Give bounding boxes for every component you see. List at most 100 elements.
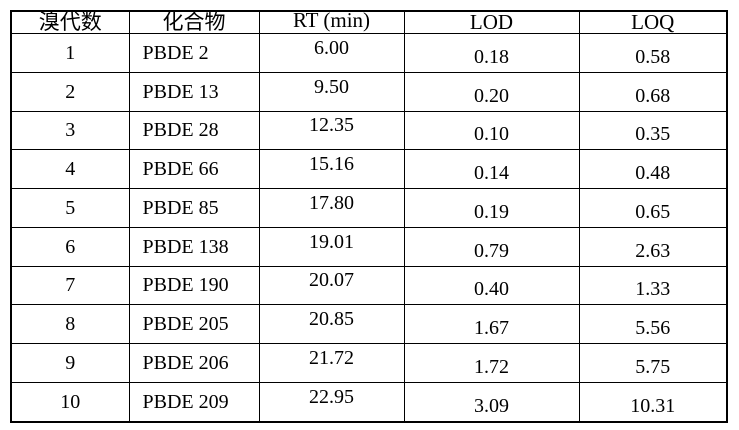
loq-cell: 0.65 bbox=[578, 188, 728, 228]
compound-cell-text: PBDE 209 bbox=[142, 390, 229, 413]
loq-cell: 0.68 bbox=[578, 71, 728, 112]
bromine-count-cell-text: 8 bbox=[65, 313, 76, 336]
rt-cell: 6.00 bbox=[258, 33, 405, 73]
lod-cell-text: 3.09 bbox=[474, 394, 509, 417]
lod-cell-text: 1.67 bbox=[474, 317, 509, 340]
lod-cell: 0.18 bbox=[403, 33, 580, 73]
column-header-lod: LOD bbox=[403, 10, 580, 34]
table-row: 4 PBDE 66 15.16 0.14 0.48 bbox=[10, 149, 728, 189]
loq-cell-text: 5.56 bbox=[635, 317, 671, 340]
bromine-count-cell: 7 bbox=[10, 265, 130, 306]
loq-cell-text: 0.48 bbox=[635, 162, 671, 185]
lod-cell-text: 0.10 bbox=[474, 123, 509, 146]
column-header-rt-min: RT (min) bbox=[258, 10, 405, 34]
loq-cell-text: 0.65 bbox=[635, 200, 671, 223]
compound-cell-text: PBDE 138 bbox=[142, 235, 229, 258]
loq-cell: 2.63 bbox=[578, 226, 728, 267]
header-label: LOQ bbox=[631, 11, 675, 34]
bromine-count-cell: 3 bbox=[10, 110, 130, 151]
compound-cell-text: PBDE 190 bbox=[142, 274, 229, 297]
bromine-count-cell: 1 bbox=[10, 33, 130, 73]
table-row: 10 PBDE 209 22.95 3.09 10.31 bbox=[10, 381, 728, 423]
header-label: LOD bbox=[469, 11, 514, 34]
rt-cell: 15.16 bbox=[258, 149, 405, 189]
bromine-count-cell: 4 bbox=[10, 149, 130, 189]
lod-cell-text: 1.72 bbox=[474, 355, 509, 378]
compound-cell-text: PBDE 28 bbox=[142, 119, 219, 142]
bromine-count-cell: 10 bbox=[10, 381, 130, 423]
rt-cell: 20.85 bbox=[258, 304, 405, 344]
compound-cell: PBDE 85 bbox=[128, 188, 260, 228]
rt-cell: 21.72 bbox=[258, 343, 405, 383]
bromine-count-cell-text: 4 bbox=[65, 158, 76, 181]
bromine-count-cell-text: 5 bbox=[65, 196, 76, 219]
lod-cell: 0.79 bbox=[403, 226, 580, 267]
compound-cell: PBDE 28 bbox=[128, 110, 260, 151]
loq-cell-text: 5.75 bbox=[635, 355, 671, 378]
compound-cell-text: PBDE 66 bbox=[142, 158, 219, 181]
rt-cell: 12.35 bbox=[258, 110, 405, 151]
table-row: 1 PBDE 2 6.00 0.18 0.58 bbox=[10, 33, 728, 73]
compound-cell-text: PBDE 2 bbox=[142, 41, 209, 64]
compound-cell: PBDE 66 bbox=[128, 149, 260, 189]
bromine-count-cell-text: 6 bbox=[65, 235, 76, 258]
lod-cell-text: 0.40 bbox=[474, 278, 509, 301]
compound-cell: PBDE 190 bbox=[128, 265, 260, 306]
bromine-count-cell: 8 bbox=[10, 304, 130, 344]
rt-cell-text: 9.50 bbox=[314, 75, 349, 98]
rt-cell-text: 15.16 bbox=[309, 153, 354, 176]
rt-cell: 22.95 bbox=[258, 381, 405, 423]
compound-cell: PBDE 2 bbox=[128, 33, 260, 73]
compound-cell-text: PBDE 205 bbox=[142, 313, 229, 336]
bromine-count-cell-text: 9 bbox=[65, 351, 76, 374]
rt-cell-text: 20.07 bbox=[309, 269, 354, 292]
loq-cell-text: 0.68 bbox=[635, 84, 671, 107]
header-label: 化合物 bbox=[162, 11, 226, 34]
lod-cell-text: 0.14 bbox=[474, 162, 509, 185]
table-row: 5 PBDE 85 17.80 0.19 0.65 bbox=[10, 188, 728, 228]
bromine-count-cell: 5 bbox=[10, 188, 130, 228]
rt-cell-text: 12.35 bbox=[309, 114, 354, 137]
loq-cell: 1.33 bbox=[578, 265, 728, 306]
lod-cell-text: 0.20 bbox=[474, 84, 509, 107]
table-row: 3 PBDE 28 12.35 0.10 0.35 bbox=[10, 110, 728, 151]
rt-cell: 17.80 bbox=[258, 188, 405, 228]
table-row: 9 PBDE 206 21.72 1.72 5.75 bbox=[10, 343, 728, 383]
rt-cell-text: 21.72 bbox=[309, 346, 354, 369]
loq-cell-text: 0.58 bbox=[635, 45, 671, 68]
compound-cell: PBDE 205 bbox=[128, 304, 260, 344]
lod-cell: 1.72 bbox=[403, 343, 580, 383]
rt-cell-text: 20.85 bbox=[309, 308, 354, 331]
lod-cell-text: 0.19 bbox=[474, 200, 509, 223]
rt-cell: 9.50 bbox=[258, 71, 405, 112]
loq-cell: 0.35 bbox=[578, 110, 728, 151]
compound-cell-text: PBDE 13 bbox=[142, 80, 219, 103]
bromine-count-cell: 9 bbox=[10, 343, 130, 383]
column-header-bromine-count: 溴代数 bbox=[10, 10, 130, 34]
table-row: 7 PBDE 190 20.07 0.40 1.33 bbox=[10, 265, 728, 306]
bromine-count-cell-text: 1 bbox=[65, 41, 76, 64]
loq-cell: 0.58 bbox=[578, 33, 728, 73]
lod-cell: 3.09 bbox=[403, 381, 580, 423]
loq-cell: 5.56 bbox=[578, 304, 728, 344]
rt-cell: 19.01 bbox=[258, 226, 405, 267]
lod-cell-text: 0.18 bbox=[474, 45, 509, 68]
lod-cell: 0.19 bbox=[403, 188, 580, 228]
loq-cell: 5.75 bbox=[578, 343, 728, 383]
lod-cell: 0.14 bbox=[403, 149, 580, 189]
bromine-count-cell: 6 bbox=[10, 226, 130, 267]
table-row: 6 PBDE 138 19.01 0.79 2.63 bbox=[10, 226, 728, 267]
rt-cell: 20.07 bbox=[258, 265, 405, 306]
loq-cell: 10.31 bbox=[578, 381, 728, 423]
column-header-loq: LOQ bbox=[578, 10, 728, 34]
loq-cell-text: 10.31 bbox=[630, 394, 676, 417]
table-row: 8 PBDE 205 20.85 1.67 5.56 bbox=[10, 304, 728, 344]
header-label: 溴代数 bbox=[38, 11, 102, 34]
rt-cell-text: 6.00 bbox=[314, 36, 349, 59]
loq-cell: 0.48 bbox=[578, 149, 728, 189]
loq-cell-text: 1.33 bbox=[635, 278, 671, 301]
lod-cell: 0.20 bbox=[403, 71, 580, 112]
bromine-count-cell-text: 10 bbox=[60, 390, 81, 413]
bromine-count-cell-text: 7 bbox=[65, 274, 76, 297]
